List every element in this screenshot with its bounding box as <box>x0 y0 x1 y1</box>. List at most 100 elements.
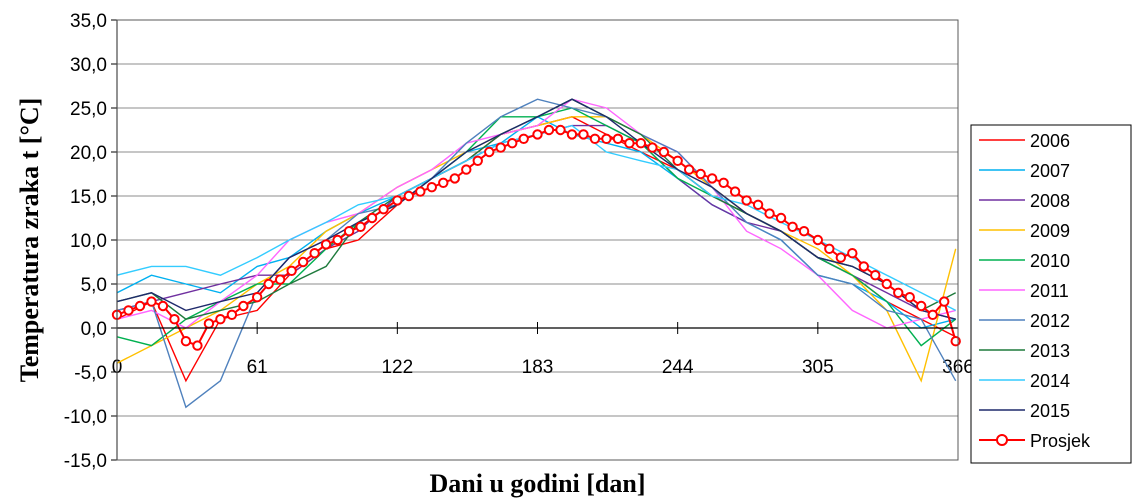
y-tick-label: -5,0 <box>74 363 107 384</box>
average-marker <box>274 274 286 285</box>
y-tick-label: 0,0 <box>81 319 107 340</box>
x-axis-title: Dani u godini [dan] <box>429 469 645 498</box>
average-marker <box>134 300 146 312</box>
average-marker <box>589 133 601 145</box>
average-marker <box>484 146 495 158</box>
average-marker <box>355 221 366 233</box>
average-marker <box>532 129 543 140</box>
plot-area-border <box>116 19 959 461</box>
average-marker <box>180 336 192 347</box>
legend-label: 2011 <box>1030 281 1069 301</box>
average-marker <box>415 186 426 197</box>
gridlines <box>111 19 959 461</box>
average-marker <box>601 133 612 145</box>
average-marker <box>309 248 320 259</box>
average-marker <box>916 300 927 312</box>
average-marker <box>683 164 695 175</box>
average-marker <box>612 133 624 145</box>
y-tick-label: 35,0 <box>70 11 107 32</box>
legend-label: 2013 <box>1030 341 1070 361</box>
average-marker <box>729 186 741 197</box>
average-marker <box>695 168 706 180</box>
legend: 2006 2007 2008 2009 2010 2011 2012 2013 2014 2015… <box>970 124 1132 464</box>
average-marker <box>297 256 309 268</box>
legend-label: 2010 <box>1030 251 1070 271</box>
average-marker <box>251 292 263 303</box>
x-tick-label: 305 <box>802 357 834 378</box>
average-marker <box>578 129 589 140</box>
y-tick-label: 15,0 <box>70 187 107 208</box>
x-tick-label: 122 <box>381 357 413 378</box>
average-marker <box>332 234 343 246</box>
average-marker <box>835 252 847 263</box>
average-marker <box>238 300 249 312</box>
average-marker <box>647 142 658 153</box>
average-marker <box>672 155 683 167</box>
average-marker <box>495 142 506 153</box>
average-marker <box>263 278 274 290</box>
average-marker <box>203 318 215 329</box>
series-line-2014 <box>116 124 957 312</box>
y-tick-label: 30,0 <box>70 55 107 76</box>
legend-label: 2007 <box>1030 161 1070 181</box>
average-marker <box>870 270 881 281</box>
average-marker <box>518 133 529 145</box>
average-marker <box>286 265 297 276</box>
average-marker <box>718 177 729 189</box>
legend-marker-Prosjek <box>996 434 1008 446</box>
y-tick-label: 20,0 <box>70 143 107 164</box>
average-marker <box>775 212 787 224</box>
axes <box>116 19 959 461</box>
average-marker <box>824 243 835 255</box>
average-marker <box>123 305 134 316</box>
average-marker <box>904 292 915 303</box>
y-axis-tick-labels: -15,0 -10,0 -5,0 0,0 5,0 10,0 15,0 20,0 25,0 30,0… <box>64 11 107 472</box>
average-marker <box>706 173 718 184</box>
y-tick-label: -15,0 <box>64 451 107 472</box>
average-marker <box>555 124 566 136</box>
average-marker <box>366 212 378 224</box>
legend-label: 2009 <box>1030 221 1070 241</box>
average-marker <box>192 340 203 351</box>
average-marker <box>403 190 415 202</box>
average-marker <box>752 199 764 211</box>
average-marker <box>566 129 578 140</box>
average-marker <box>438 177 449 189</box>
x-tick-label: 244 <box>662 357 694 378</box>
y-tick-label: 10,0 <box>70 231 107 252</box>
average-marker <box>658 146 670 158</box>
average-marker <box>378 204 389 215</box>
average-marker <box>847 248 858 259</box>
average-marker <box>426 182 438 193</box>
average-marker <box>543 124 555 136</box>
y-axis-title: Temperatura zraka t [°C] <box>15 98 44 383</box>
average-marker <box>146 296 157 307</box>
average-marker <box>798 226 810 237</box>
average-marker <box>939 296 950 307</box>
average-marker <box>461 164 472 175</box>
legend-box <box>970 124 1132 464</box>
x-tick-label: 61 <box>247 357 268 378</box>
average-marker <box>624 138 635 149</box>
legend-label: 2006 <box>1030 131 1070 151</box>
x-axis-tick-labels: 0 61 122 183 244 305 366 <box>112 357 974 378</box>
average-marker <box>858 261 869 272</box>
y-tick-label: -10,0 <box>64 407 107 428</box>
average-marker <box>950 336 961 347</box>
average-marker <box>507 138 518 149</box>
average-marker <box>226 309 238 320</box>
average-marker <box>343 226 355 237</box>
legend-label: 2012 <box>1030 311 1070 331</box>
average-marker <box>812 234 824 246</box>
legend-label: Prosjek <box>1030 431 1091 451</box>
average-marker <box>881 278 892 290</box>
legend-label: 2015 <box>1030 401 1070 421</box>
legend-label: 2014 <box>1030 371 1070 391</box>
y-tick-label: 25,0 <box>70 99 107 120</box>
average-marker <box>392 195 403 206</box>
average-marker <box>635 138 647 149</box>
series-lines <box>111 98 961 409</box>
average-marker <box>157 300 169 312</box>
average-marker <box>927 309 938 320</box>
